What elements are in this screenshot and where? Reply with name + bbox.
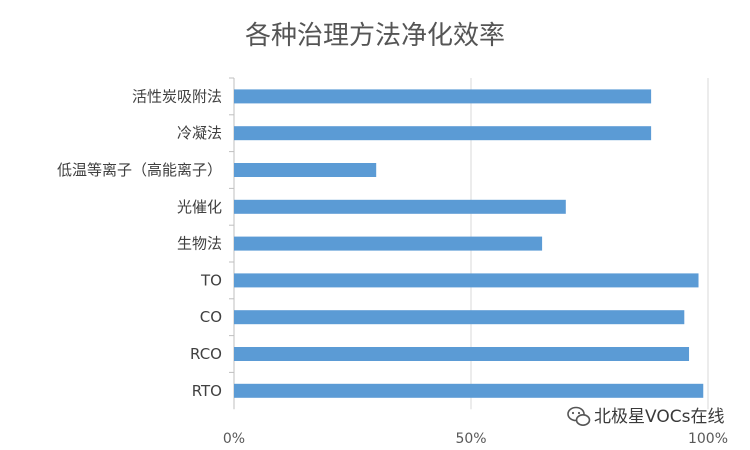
- category-label: TO: [200, 271, 222, 289]
- watermark: 北极星VOCs在线: [567, 406, 724, 427]
- bar: [234, 310, 685, 325]
- category-label: RCO: [190, 345, 222, 363]
- bar: [234, 347, 690, 361]
- bar: [234, 383, 704, 398]
- category-label: 低温等离子（高能离子）: [57, 161, 222, 179]
- category-label: CO: [200, 308, 222, 326]
- category-label: 光催化: [177, 198, 222, 216]
- bar: [234, 236, 543, 251]
- bars: [234, 89, 704, 398]
- wechat-icon: [567, 406, 591, 426]
- watermark-text: 北极星VOCs在线: [594, 407, 724, 427]
- category-label: RTO: [192, 382, 222, 400]
- bar: [234, 163, 377, 177]
- category-label: 活性炭吸附法: [132, 87, 222, 105]
- x-tick-label: 50%: [455, 431, 486, 447]
- bar: [234, 199, 566, 214]
- category-label: 冷凝法: [177, 124, 222, 142]
- bar: [234, 273, 699, 288]
- x-tick-label: 100%: [688, 431, 728, 447]
- bar: [234, 89, 652, 104]
- chart-title: 各种治理方法净化效率: [245, 21, 505, 51]
- x-tick-labels: 0% 50% 100%: [223, 431, 728, 447]
- bar: [234, 126, 652, 141]
- x-tick-label: 0%: [223, 431, 245, 447]
- category-label: 生物法: [177, 235, 222, 253]
